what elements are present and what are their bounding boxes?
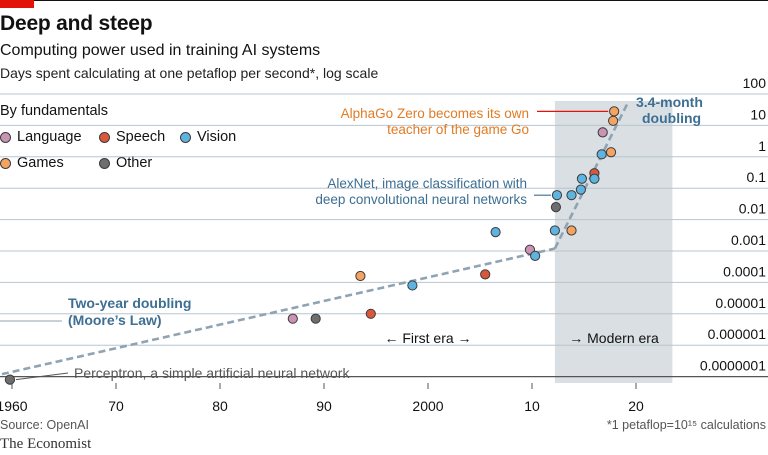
- perceptron-annotation: Perceptron, a simple artificial neural n…: [74, 365, 350, 381]
- games-swatch: [0, 157, 11, 169]
- first-era-label: ← First era →: [384, 330, 471, 346]
- data-point-other: [4, 374, 16, 385]
- data-point-vision: [596, 149, 607, 160]
- alexnet-annotation-line1: AlexNet, image classification with: [327, 176, 527, 191]
- chart-description: Days spent calculating at one petaflop p…: [0, 65, 379, 81]
- moores-law-label-line2: (Moore’s Law): [68, 312, 162, 328]
- x-tick-label: 2000: [412, 398, 443, 414]
- y-tick-label: 0.000001: [708, 326, 767, 342]
- data-point-vision: [589, 173, 600, 184]
- data-point-vision: [490, 226, 501, 238]
- legend-item-vision: Vision: [180, 129, 236, 145]
- moores-law-label-line1: Two-year doubling: [68, 295, 191, 311]
- data-point-other: [310, 313, 321, 324]
- y-tick-label: 0.1: [747, 169, 767, 185]
- y-tick-label: 0.001: [731, 232, 766, 248]
- data-point-language: [597, 127, 608, 138]
- data-point-games: [355, 270, 366, 282]
- top-rule: [0, 0, 768, 1]
- legend-item-other: Other: [99, 155, 152, 171]
- x-tick-label: 20: [628, 398, 644, 414]
- source-note: Source: OpenAI: [0, 418, 89, 432]
- legend-item-speech: Speech: [99, 129, 165, 145]
- data-point-vision: [576, 173, 588, 184]
- alexnet-annotation-line2: deep convolutional neural networks: [315, 192, 527, 207]
- x-tick-label: 80: [212, 398, 228, 414]
- legend-label-language: Language: [17, 129, 82, 145]
- chart-title: Deep and steep: [0, 12, 153, 35]
- data-point-speech: [480, 269, 491, 280]
- data-point-vision: [551, 190, 563, 201]
- data-point-vision: [566, 190, 577, 201]
- data-point-other: [550, 202, 562, 213]
- legend-item-language: Language: [0, 129, 82, 145]
- data-point-vision: [575, 184, 586, 195]
- y-tick-label: 0.0001: [723, 263, 766, 279]
- legend-label-vision: Vision: [197, 129, 237, 145]
- data-point-vision: [407, 280, 418, 291]
- data-point-games: [566, 225, 577, 236]
- perceptron-leader: [15, 372, 69, 381]
- vision-swatch: [180, 131, 191, 143]
- economist-wordmark: The Economist: [0, 436, 92, 452]
- data-point-vision: [549, 225, 560, 236]
- data-point-games: [605, 147, 617, 158]
- y-tick-label: 1: [758, 138, 766, 154]
- data-point-speech: [365, 308, 376, 319]
- legend-label-games: Games: [17, 155, 64, 171]
- y-tick-label: 0.00001: [715, 295, 766, 311]
- modern-era-label: → Modern era: [569, 330, 659, 346]
- y-tick-label: 0.0000001: [700, 358, 766, 374]
- y-tick-label: 0.01: [739, 201, 766, 217]
- data-point-language: [287, 313, 298, 324]
- trend-line-two-year: [0, 247, 556, 376]
- x-tick-label: 90: [316, 398, 332, 414]
- x-tick-label: 10: [524, 398, 540, 414]
- legend-item-games: Games: [0, 155, 64, 171]
- chart-subtitle: Computing power used in training AI syst…: [0, 42, 321, 59]
- x-tick-label: 70: [108, 398, 124, 414]
- alphago-annotation-line1: AlphaGo Zero becomes its own: [341, 106, 529, 121]
- speech-swatch: [99, 131, 110, 143]
- data-point-games: [609, 106, 620, 117]
- alphago-annotation-line2: teacher of the game Go: [387, 122, 529, 137]
- x-tick-label: 1960: [0, 398, 28, 414]
- legend-label-other: Other: [116, 155, 153, 171]
- data-point-vision: [530, 250, 541, 261]
- legend-title: By fundamentals: [0, 103, 109, 119]
- fast-doubling-label-line2: doubling: [642, 110, 701, 126]
- data-point-games: [608, 115, 619, 126]
- footnote: *1 petaflop=10¹⁵ calculations: [606, 418, 766, 432]
- language-swatch: [0, 131, 11, 143]
- brand-red-tab: [0, 0, 34, 8]
- y-tick-label: 100: [743, 75, 767, 91]
- other-swatch: [99, 157, 110, 169]
- legend-label-speech: Speech: [116, 129, 166, 145]
- y-tick-label: 10: [750, 106, 766, 122]
- fast-doubling-label-line1: 3.4-month: [636, 94, 703, 110]
